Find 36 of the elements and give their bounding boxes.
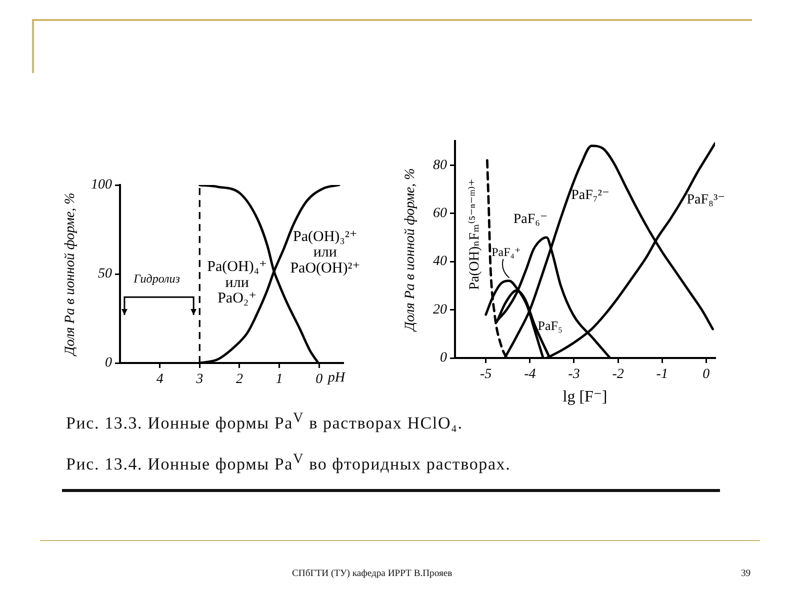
series-label: PaF₆⁻ bbox=[513, 212, 548, 227]
y-tick-label: 60 bbox=[433, 206, 447, 222]
x-tick-label: 0 bbox=[316, 372, 323, 388]
series-label: PaF₈³⁻ bbox=[686, 192, 726, 208]
series-label: Pa(OH)₄⁺ или PaO₂⁺ bbox=[207, 259, 267, 307]
text: Pa(OH)ₙFₘ⁽⁵⁻ⁿ⁻ᵐ⁾⁺ bbox=[468, 178, 483, 290]
x-axis-title: lg [F⁻] bbox=[562, 388, 608, 406]
x-tick-label: 1 bbox=[276, 372, 283, 388]
series-label: PaF₇²⁻ bbox=[571, 188, 610, 203]
series-label: PaF₅ bbox=[538, 318, 563, 333]
x-axis-title: pH bbox=[326, 370, 346, 386]
y-axis-title: Доля Pa в ионной форме, % bbox=[63, 192, 78, 358]
y-tick-label: 20 bbox=[433, 302, 447, 318]
y-tick-label: 50 bbox=[98, 266, 112, 282]
y-tick-label: 0 bbox=[440, 350, 447, 366]
x-tick-label: -3 bbox=[568, 367, 580, 382]
annotation: Гидролиз bbox=[132, 272, 180, 286]
text: СПбГТИ (ТУ) кафедра ИРРТ В.Прояев bbox=[292, 568, 452, 580]
y-tick-label: 0 bbox=[105, 356, 112, 371]
text: PaF₄⁺ bbox=[492, 244, 521, 259]
x-tick-label: 4 bbox=[156, 372, 164, 388]
y-tick-label: 40 bbox=[433, 254, 447, 270]
y-tick-label: 100 bbox=[91, 178, 112, 193]
x-tick-label: 0 bbox=[702, 367, 710, 382]
text: Рис. 13.4. Ионные формы Pa$^{V}$ во фторидных растворах. bbox=[66, 451, 511, 474]
y-axis-title: Доля Pa в ионной форме, % bbox=[403, 168, 418, 333]
x-tick-label: -1 bbox=[656, 367, 668, 382]
y-tick-label: 80 bbox=[433, 158, 447, 173]
series-label: Pa(OH)₃²⁺ или PaO(OH)²⁺ bbox=[290, 228, 360, 276]
text: Рис. 13.3. Ионные формы Pa$^{V}$ в растворах HClO₄. bbox=[66, 410, 463, 434]
x-tick-label: -2 bbox=[612, 367, 624, 382]
x-tick-label: 3 bbox=[195, 372, 204, 388]
x-tick-label: -5 bbox=[480, 367, 492, 382]
text: 39 bbox=[741, 568, 751, 580]
x-tick-label: 2 bbox=[236, 372, 243, 388]
x-tick-label: -4 bbox=[524, 367, 536, 382]
